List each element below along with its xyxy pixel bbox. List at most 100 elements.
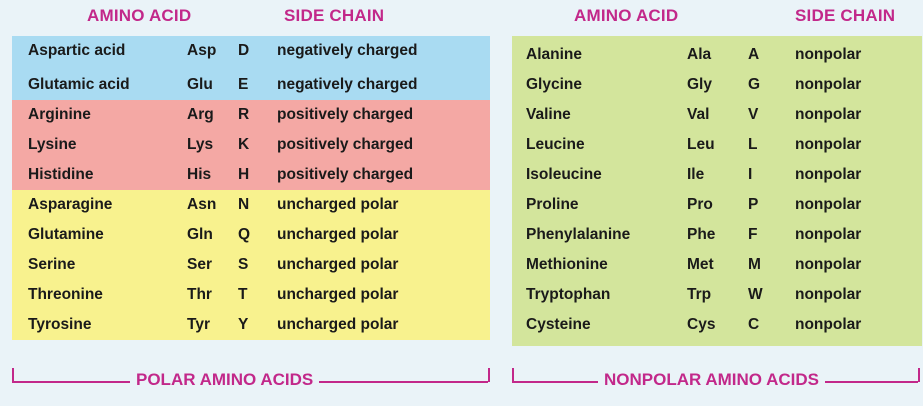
three-letter-code: Gly bbox=[687, 76, 712, 93]
one-letter-code: H bbox=[238, 166, 250, 183]
amino-acid-name: Asparagine bbox=[28, 196, 113, 213]
amino-acid-name: Histidine bbox=[28, 166, 94, 183]
amino-acid-name: Leucine bbox=[526, 136, 585, 153]
side-chain-type: uncharged polar bbox=[277, 316, 399, 333]
one-letter-code: P bbox=[748, 196, 759, 213]
three-letter-code: Lys bbox=[187, 136, 214, 153]
one-letter-code: S bbox=[238, 256, 249, 273]
three-letter-code: Thr bbox=[187, 286, 212, 303]
one-letter-code: D bbox=[238, 42, 250, 59]
bracket-right-tick bbox=[918, 368, 920, 382]
amino-acid-name: Proline bbox=[526, 196, 579, 213]
one-letter-code: L bbox=[748, 136, 758, 153]
side-chain-type: positively charged bbox=[277, 166, 414, 183]
three-letter-code: Met bbox=[687, 256, 714, 273]
table-header: AMINO ACID SIDE CHAIN bbox=[512, 0, 922, 36]
three-letter-code: His bbox=[187, 166, 212, 183]
amino-acid-name: Glutamic acid bbox=[28, 76, 130, 93]
side-chain-type: positively charged bbox=[277, 106, 414, 123]
nonpolar-group-label: NONPOLAR AMINO ACIDS bbox=[598, 370, 826, 390]
amino-acid-name: Alanine bbox=[526, 46, 582, 63]
one-letter-code: I bbox=[748, 166, 753, 183]
one-letter-code: R bbox=[238, 106, 250, 123]
amino-acid-name: Aspartic acid bbox=[28, 42, 126, 59]
amino-acid-name: Isoleucine bbox=[526, 166, 602, 183]
amino-acid-name: Lysine bbox=[28, 136, 77, 153]
amino-acid-name: Valine bbox=[526, 106, 571, 123]
bracket-right-tick bbox=[488, 368, 490, 382]
side-chain-type: uncharged polar bbox=[277, 286, 399, 303]
three-letter-code: Phe bbox=[687, 226, 716, 243]
one-letter-code: N bbox=[238, 196, 250, 213]
one-letter-code: M bbox=[748, 256, 761, 273]
side-chain-header: SIDE CHAIN bbox=[284, 6, 385, 25]
amino-acid-header: AMINO ACID bbox=[87, 6, 192, 25]
one-letter-code: V bbox=[748, 106, 759, 123]
side-chain-type: nonpolar bbox=[795, 46, 862, 63]
side-chain-type: nonpolar bbox=[795, 166, 862, 183]
three-letter-code: Ala bbox=[687, 46, 712, 63]
polar-group-bracket: POLAR AMINO ACIDS bbox=[12, 368, 490, 394]
table-header: AMINO ACID SIDE CHAIN bbox=[12, 0, 490, 36]
amino-acid-header: AMINO ACID bbox=[574, 6, 679, 25]
one-letter-code: C bbox=[748, 316, 760, 333]
three-letter-code: Tyr bbox=[187, 316, 210, 333]
side-chain-type: uncharged polar bbox=[277, 196, 399, 213]
side-chain-type: nonpolar bbox=[795, 136, 862, 153]
three-letter-code: Trp bbox=[687, 286, 712, 303]
three-letter-code: Ser bbox=[187, 256, 212, 273]
one-letter-code: K bbox=[238, 136, 250, 153]
one-letter-code: Y bbox=[238, 316, 249, 333]
one-letter-code: F bbox=[748, 226, 758, 243]
amino-acid-name: Phenylalanine bbox=[526, 226, 631, 243]
polar-group-label: POLAR AMINO ACIDS bbox=[130, 370, 320, 390]
side-chain-type: negatively charged bbox=[277, 42, 418, 59]
side-chain-type: nonpolar bbox=[795, 316, 862, 333]
side-chain-type: nonpolar bbox=[795, 106, 862, 123]
side-chain-type: uncharged polar bbox=[277, 256, 399, 273]
side-chain-type: nonpolar bbox=[795, 286, 862, 303]
three-letter-code: Arg bbox=[187, 106, 214, 123]
amino-acid-name: Glutamine bbox=[28, 226, 104, 243]
three-letter-code: Pro bbox=[687, 196, 713, 213]
amino-acid-name: Methionine bbox=[526, 256, 608, 273]
one-letter-code: T bbox=[238, 286, 248, 303]
three-letter-code: Ile bbox=[687, 166, 705, 183]
amino-acid-name: Arginine bbox=[28, 106, 91, 123]
three-letter-code: Leu bbox=[687, 136, 715, 153]
side-chain-type: negatively charged bbox=[277, 76, 418, 93]
three-letter-code: Val bbox=[687, 106, 710, 123]
side-chain-type: nonpolar bbox=[795, 256, 862, 273]
bracket-left-tick bbox=[512, 368, 514, 382]
three-letter-code: Asn bbox=[187, 196, 217, 213]
one-letter-code: Q bbox=[238, 226, 251, 243]
three-letter-code: Asp bbox=[187, 42, 217, 59]
side-chain-type: uncharged polar bbox=[277, 226, 399, 243]
side-chain-header: SIDE CHAIN bbox=[795, 6, 896, 25]
amino-acid-name: Cysteine bbox=[526, 316, 591, 333]
three-letter-code: Glu bbox=[187, 76, 213, 93]
amino-acid-name: Threonine bbox=[28, 286, 103, 303]
amino-acid-name: Tryptophan bbox=[526, 286, 611, 303]
